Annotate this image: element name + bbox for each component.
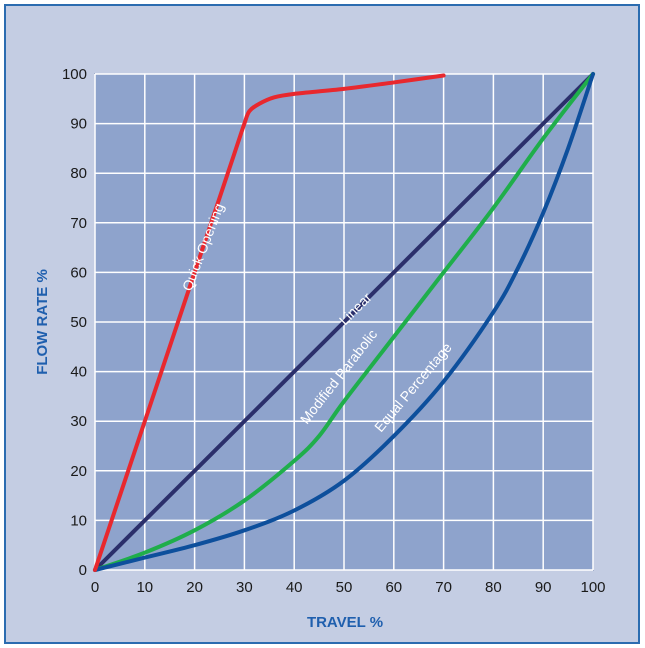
- grid-lines: [94, 73, 594, 571]
- y-tick-label: 100: [62, 66, 87, 83]
- y-axis-title: FLOW RATE %: [34, 269, 51, 375]
- y-tick-label: 20: [70, 463, 87, 480]
- x-tick-label: 0: [91, 579, 99, 596]
- series-line-quick-opening: [93, 73, 446, 572]
- x-tick-label: 10: [136, 579, 153, 596]
- series-lines: [93, 72, 595, 572]
- y-tick-label: 70: [70, 215, 87, 232]
- y-tick-label: 0: [79, 562, 87, 579]
- series-line-modified-parabolic: [93, 72, 595, 572]
- x-tick-label: 40: [286, 579, 303, 596]
- x-tick-label: 30: [236, 579, 253, 596]
- y-tick-label: 40: [70, 364, 87, 381]
- y-tick-label: 10: [70, 512, 87, 529]
- y-tick-label: 90: [70, 116, 87, 133]
- y-tick-label: 60: [70, 264, 87, 281]
- x-tick-label: 50: [336, 579, 353, 596]
- y-tick-label: 50: [70, 314, 87, 331]
- x-tick-label: 100: [580, 579, 605, 596]
- x-axis-title: TRAVEL %: [307, 614, 383, 631]
- x-tick-label: 60: [385, 579, 402, 596]
- x-tick-label: 80: [485, 579, 502, 596]
- x-tick-label: 20: [186, 579, 203, 596]
- tick-labels: 0 10 20 30 40 50 60 70 80 90 100 0 10 20 30 40 50 60 70 80 9…: [62, 66, 606, 596]
- y-tick-label: 80: [70, 165, 87, 182]
- y-tick-label: 30: [70, 413, 87, 430]
- x-tick-label: 70: [435, 579, 452, 596]
- x-tick-label: 90: [535, 579, 552, 596]
- series-line-linear: [93, 72, 595, 572]
- series-line-equal-percentage: [93, 72, 595, 572]
